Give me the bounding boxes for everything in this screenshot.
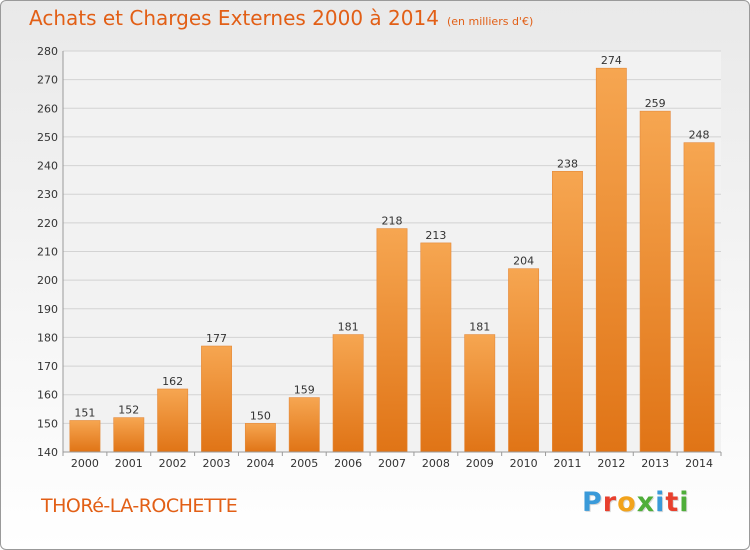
bar-value-label: 177 [206,332,227,345]
x-tick-label: 2012 [597,457,625,470]
y-tick-label: 260 [37,102,58,115]
bar [157,388,189,453]
bar [376,228,408,453]
x-tick-label: 2007 [378,457,406,470]
bar [595,67,627,453]
chart-units: (en milliers d'€) [446,15,534,28]
bar [332,334,364,453]
y-tick-label: 220 [37,217,58,230]
bar [683,142,715,453]
x-tick-label: 2005 [290,457,318,470]
bar [508,268,540,453]
y-tick-label: 180 [37,331,58,344]
logo-letter: r [602,487,618,518]
x-tick-label: 2004 [246,457,274,470]
y-tick-label: 230 [37,188,58,201]
bar-value-label: 162 [162,375,183,388]
y-tick-label: 280 [37,45,58,58]
x-tick-label: 2008 [422,457,450,470]
bar-value-label: 152 [118,404,139,417]
bar [464,334,496,453]
x-tick-label: 2002 [159,457,187,470]
x-tick-label: 2010 [510,457,538,470]
bar [288,397,320,453]
logo-letter: i [655,487,666,518]
logo-letter: t [665,487,680,518]
bar [420,242,452,453]
y-tick-label: 200 [37,274,58,287]
y-tick-label: 210 [37,246,58,259]
logo-letter: P [582,487,603,518]
bar-value-label: 218 [382,215,403,228]
x-tick-label: 2003 [203,457,231,470]
bar [552,171,583,453]
bar-value-label: 181 [338,321,359,334]
x-tick-label: 2014 [685,457,713,470]
x-tick-label: 2000 [71,457,99,470]
x-tick-label: 2001 [115,457,143,470]
bar-value-label: 213 [425,229,446,242]
y-tick-label: 240 [37,160,58,173]
y-tick-label: 190 [37,303,58,316]
bar-value-label: 151 [74,406,95,419]
y-tick-label: 250 [37,131,58,144]
bar-value-label: 274 [601,54,622,67]
bar [69,420,101,453]
y-tick-label: 140 [37,446,58,459]
y-tick-label: 170 [37,360,58,373]
x-tick-label: 2013 [641,457,669,470]
logo-letter: x [636,487,656,518]
x-tick-label: 2011 [553,457,581,470]
chart-title: Achats et Charges Externes 2000 à 2014 (e… [29,6,533,30]
bar-value-label: 259 [645,97,666,110]
y-tick-label: 150 [37,417,58,430]
bar-value-label: 204 [513,255,534,268]
proxiti-logo: Proxiti [582,487,690,518]
logo-letter: i [679,487,690,518]
bar [113,417,145,453]
bar-value-label: 159 [294,384,315,397]
bar [201,345,232,453]
bar [639,110,671,453]
bar-value-label: 181 [469,321,490,334]
chart-title-text: Achats et Charges Externes 2000 à 2014 [29,6,439,30]
logo-letter: o [617,487,637,518]
bar [244,423,276,453]
x-tick-label: 2006 [334,457,362,470]
bar-value-label: 150 [250,409,271,422]
bar-value-label: 238 [557,157,578,170]
y-tick-label: 160 [37,389,58,402]
y-tick-label: 270 [37,74,58,87]
x-tick-label: 2009 [466,457,494,470]
commune-name: THORé-LA-ROCHETTE [41,495,238,517]
bar-value-label: 248 [689,129,710,142]
